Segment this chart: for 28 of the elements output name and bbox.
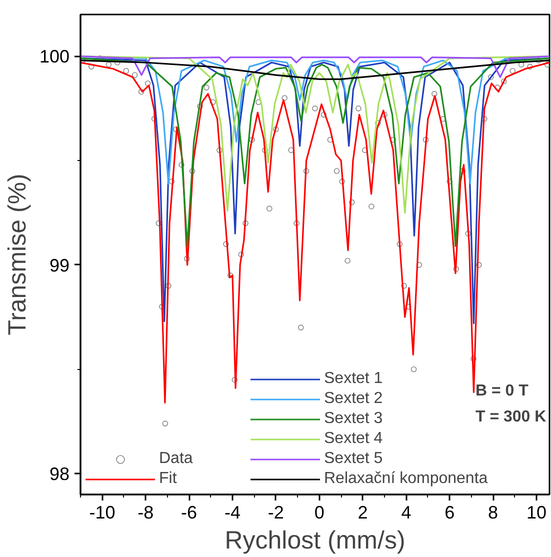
- x-tick-label: -10: [89, 502, 116, 522]
- legend-label: Fit: [159, 470, 178, 488]
- legend-label: Data: [159, 450, 193, 468]
- x-axis-title: Rychlost (mm/s): [224, 526, 406, 554]
- legend-label: Relaxační komponenta: [324, 470, 488, 488]
- y-tick-label: 99: [49, 255, 70, 276]
- line-series: [80, 55, 550, 78]
- x-tick-label: -2: [268, 502, 284, 522]
- y-tick-label: 100: [39, 46, 70, 67]
- y-axis-title: Transmise (%): [3, 174, 32, 336]
- x-tick-label: 8: [488, 502, 498, 522]
- x-tick-label: -8: [138, 502, 154, 522]
- legend-label: Sextet 3: [324, 410, 383, 428]
- x-tick-label: -4: [224, 502, 241, 522]
- legend-label: Sextet 1: [324, 370, 383, 388]
- legend-label: Sextet 2: [324, 390, 383, 408]
- legend-label: Sextet 5: [324, 450, 383, 468]
- x-tick-label: 6: [444, 502, 455, 522]
- line-series: [80, 58, 550, 247]
- annotation: T = 300 K: [476, 408, 547, 426]
- y-tick-label: 98: [49, 464, 70, 484]
- legend-label: Sextet 4: [324, 430, 383, 448]
- x-tick-label: -6: [181, 502, 198, 522]
- x-tick-label: 0: [314, 502, 324, 522]
- x-tick-label: 2: [358, 502, 368, 522]
- annotation: B = 0 T: [476, 382, 529, 400]
- x-tick-label: 4: [401, 502, 412, 522]
- x-tick-label: 10: [526, 502, 546, 522]
